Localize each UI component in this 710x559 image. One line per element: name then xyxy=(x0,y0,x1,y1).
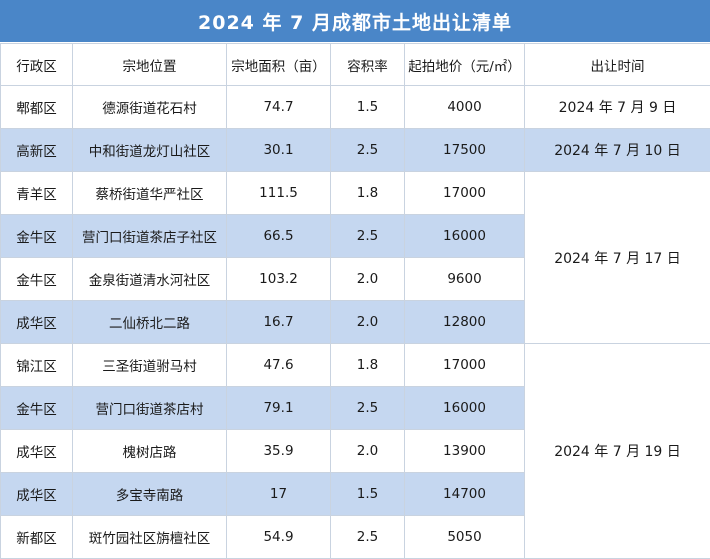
cell-price: 9600 xyxy=(404,257,525,301)
table-row: 青羊区 蔡桥街道华严社区 111.5 1.8 17000 2024 年 7 月 … xyxy=(0,171,710,344)
cell-date-merged: 2024 年 7 月 19 日 xyxy=(524,343,710,559)
cell-location: 营门口街道茶店子社区 xyxy=(72,214,227,258)
cell-area: 111.5 xyxy=(226,171,331,215)
table-row: 高新区 中和街道龙灯山社区 30.1 2.5 17500 2024 年 7 月 … xyxy=(0,128,710,172)
cell-far: 2.0 xyxy=(330,429,405,473)
cell-price: 16000 xyxy=(404,386,525,430)
header-price: 起拍地价（元/㎡） xyxy=(404,43,525,86)
cell-district: 锦江区 xyxy=(0,343,73,387)
cell-far: 1.8 xyxy=(330,343,405,387)
cell-location: 德源街道花石村 xyxy=(72,85,227,129)
cell-price: 13900 xyxy=(404,429,525,473)
cell-area: 35.9 xyxy=(226,429,331,473)
cell-far: 2.0 xyxy=(330,300,405,344)
land-table: 行政区 宗地位置 宗地面积（亩） 容积率 起拍地价（元/㎡） 出让时间 郫都区 … xyxy=(0,43,710,559)
cell-district: 郫都区 xyxy=(0,85,73,129)
cell-location: 中和街道龙灯山社区 xyxy=(72,128,227,172)
cell-location: 营门口街道茶店村 xyxy=(72,386,227,430)
cell-area: 103.2 xyxy=(226,257,331,301)
cell-price: 17000 xyxy=(404,343,525,387)
cell-location: 蔡桥街道华严社区 xyxy=(72,171,227,215)
cell-location: 多宝寺南路 xyxy=(72,472,227,516)
header-location: 宗地位置 xyxy=(72,43,227,86)
cell-far: 2.5 xyxy=(330,515,405,559)
table-row: 成华区 多宝寺南路 17 1.5 14700 xyxy=(0,472,710,516)
table-row: 郫都区 德源街道花石村 74.7 1.5 4000 2024 年 7 月 9 日 xyxy=(0,85,710,129)
cell-price: 14700 xyxy=(404,472,525,516)
cell-area: 54.9 xyxy=(226,515,331,559)
cell-location: 槐树店路 xyxy=(72,429,227,473)
cell-district: 成华区 xyxy=(0,472,73,516)
cell-date-merged: 2024 年 7 月 17 日 xyxy=(524,171,710,344)
cell-price: 16000 xyxy=(404,214,525,258)
cell-area: 79.1 xyxy=(226,386,331,430)
cell-district: 成华区 xyxy=(0,429,73,473)
cell-district: 金牛区 xyxy=(0,257,73,301)
cell-location: 二仙桥北二路 xyxy=(72,300,227,344)
header-district: 行政区 xyxy=(0,43,73,86)
cell-far: 1.8 xyxy=(330,171,405,215)
cell-price: 12800 xyxy=(404,300,525,344)
header-row: 行政区 宗地位置 宗地面积（亩） 容积率 起拍地价（元/㎡） 出让时间 xyxy=(0,43,710,86)
table-row: 新都区 斑竹园社区旃檀社区 54.9 2.5 5050 xyxy=(0,515,710,559)
table-title: 2024 年 7 月成都市土地出让清单 xyxy=(0,0,710,43)
cell-district: 新都区 xyxy=(0,515,73,559)
cell-district: 成华区 xyxy=(0,300,73,344)
cell-area: 66.5 xyxy=(226,214,331,258)
cell-district: 金牛区 xyxy=(0,386,73,430)
cell-price: 17500 xyxy=(404,128,525,172)
cell-far: 2.0 xyxy=(330,257,405,301)
header-date: 出让时间 xyxy=(524,43,710,86)
table-row: 金牛区 营门口街道茶店村 79.1 2.5 16000 xyxy=(0,386,710,430)
cell-far: 2.5 xyxy=(330,386,405,430)
table-row: 金牛区 金泉街道清水河社区 103.2 2.0 9600 xyxy=(0,257,710,301)
cell-far: 2.5 xyxy=(330,214,405,258)
cell-price: 5050 xyxy=(404,515,525,559)
cell-area: 17 xyxy=(226,472,331,516)
cell-area: 16.7 xyxy=(226,300,331,344)
cell-date: 2024 年 7 月 10 日 xyxy=(524,128,710,172)
cell-location: 斑竹园社区旃檀社区 xyxy=(72,515,227,559)
cell-location: 三圣街道驸马村 xyxy=(72,343,227,387)
cell-far: 1.5 xyxy=(330,85,405,129)
cell-date: 2024 年 7 月 9 日 xyxy=(524,85,710,129)
cell-price: 4000 xyxy=(404,85,525,129)
cell-district: 青羊区 xyxy=(0,171,73,215)
cell-location: 金泉街道清水河社区 xyxy=(72,257,227,301)
table-row: 成华区 二仙桥北二路 16.7 2.0 12800 xyxy=(0,300,710,344)
table-row: 锦江区 三圣街道驸马村 47.6 1.8 17000 2024 年 7 月 19… xyxy=(0,343,710,559)
cell-district: 高新区 xyxy=(0,128,73,172)
cell-area: 47.6 xyxy=(226,343,331,387)
header-far: 容积率 xyxy=(330,43,405,86)
cell-price: 17000 xyxy=(404,171,525,215)
cell-district: 金牛区 xyxy=(0,214,73,258)
header-area: 宗地面积（亩） xyxy=(226,43,331,86)
cell-far: 1.5 xyxy=(330,472,405,516)
table-row: 金牛区 营门口街道茶店子社区 66.5 2.5 16000 xyxy=(0,214,710,258)
cell-area: 30.1 xyxy=(226,128,331,172)
cell-area: 74.7 xyxy=(226,85,331,129)
cell-far: 2.5 xyxy=(330,128,405,172)
